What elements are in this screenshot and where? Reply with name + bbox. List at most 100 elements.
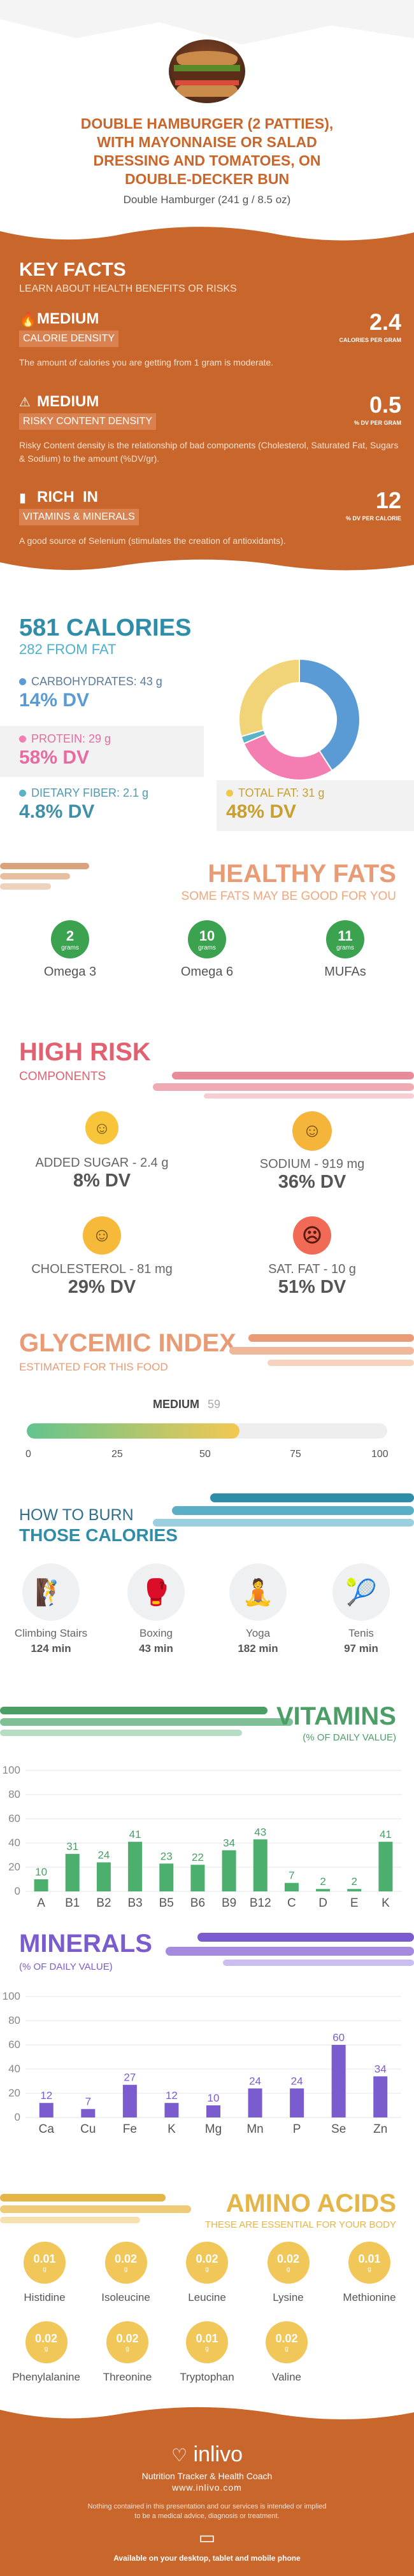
fat-omega6: 10 grams Omega 6 xyxy=(172,920,242,979)
bar-K xyxy=(378,1842,393,1891)
fact-level: MEDIUM xyxy=(37,393,99,410)
amino-lysine: 0.02 g Lysine xyxy=(250,2242,327,2304)
donut-slice-fat xyxy=(238,658,300,737)
risk-added-sugar: ☺ ADDED SUGAR - 2.4 g 8% DV xyxy=(16,1111,188,1192)
wave-top xyxy=(0,220,414,241)
stripes-decoration xyxy=(0,1707,293,1736)
donut-slice-protein xyxy=(243,733,333,781)
key-facts-subtitle: LEARN ABOUT HEALTH BENEFITS OR RISKS xyxy=(19,283,237,294)
vitamins-bar-chart: 02040608010010A31B124B241B323B522B634B94… xyxy=(3,1764,401,1910)
fat-omega3: 2 grams Omega 3 xyxy=(35,920,105,979)
title-line: WITH MAYONNAISE OR SALAD xyxy=(97,134,317,150)
nutrient-carbs: CARBOHYDRATES: 43 g 14% DV xyxy=(19,675,210,711)
high-risk-title: HIGH RISK xyxy=(19,1038,151,1066)
bar-Ca xyxy=(39,2103,54,2117)
yoga-icon: 🧘 xyxy=(229,1563,287,1621)
amino-badge: 0.02 g xyxy=(186,2242,228,2284)
bar-value-label: 10 xyxy=(208,2092,220,2104)
stairs-icon: 🧗 xyxy=(22,1563,80,1621)
smiley-icon: ☺ xyxy=(83,1216,121,1255)
amino-label: Histidine xyxy=(24,2291,66,2303)
healthy-fats-subtitle: SOME FATS MAY BE GOOD FOR YOU xyxy=(181,890,396,903)
fact-desc: A good source of Selenium (stimulates th… xyxy=(19,536,286,546)
amino-row-1: 0.01 g Histidine 0.02 g Isoleucine 0.02 g L… xyxy=(6,2242,408,2304)
y-tick-label: 0 xyxy=(15,1885,20,1897)
glycemic-subtitle: ESTIMATED FOR THIS FOOD xyxy=(19,1361,168,1373)
fat-dot xyxy=(226,790,233,797)
category-label: B1 xyxy=(65,1896,80,1910)
amino-unit: g xyxy=(205,2266,209,2273)
bar-value-label: 12 xyxy=(166,2089,178,2102)
high-risk-subtitle: COMPONENTS xyxy=(19,1070,106,1083)
amino-label: Leucine xyxy=(188,2291,226,2303)
wave-top xyxy=(0,2401,414,2419)
bar-value-label: 41 xyxy=(129,1828,141,1840)
bar-A xyxy=(34,1879,48,1891)
devices-icon: ▭ xyxy=(198,2528,216,2547)
amino-badge: 0.02 g xyxy=(266,2321,308,2363)
fat-badge: 11 grams xyxy=(326,920,364,958)
bar-D xyxy=(316,1889,331,1891)
high-risk-section: HIGH RISK COMPONENTS ☺ ADDED SUGAR - 2.4… xyxy=(0,1022,414,1315)
glycemic-section: GLYCEMIC INDEX ESTIMATED FOR THIS FOOD M… xyxy=(0,1315,414,1487)
heart-icon: ♡ xyxy=(171,2445,188,2465)
amino-label: Tryptophan xyxy=(180,2371,234,2383)
burn-time: 124 min xyxy=(31,1642,71,1654)
amino-unit: g xyxy=(125,2345,129,2352)
amino-unit: g xyxy=(286,2266,290,2273)
category-label: D xyxy=(318,1896,327,1910)
burn-time: 43 min xyxy=(139,1642,173,1654)
bar-value-label: 10 xyxy=(35,1866,47,1878)
burn-time: 97 min xyxy=(344,1642,378,1654)
minerals-subtitle: (% OF DAILY VALUE) xyxy=(19,1961,113,1972)
bar-C xyxy=(284,1882,299,1891)
risk-label: ADDED SUGAR - 2.4 g xyxy=(35,1156,169,1170)
amino-section: AMINO ACIDS THESE ARE ESSENTIAL FOR YOUR… xyxy=(0,2165,414,2401)
fact-value: 0.5 xyxy=(369,392,401,418)
bar-Se xyxy=(331,2045,346,2117)
stripes-decoration xyxy=(166,1933,414,1966)
burn-label: Boxing xyxy=(139,1627,173,1639)
header-decoration xyxy=(0,0,414,45)
brand-url[interactable]: www.inlivo.com xyxy=(172,2482,242,2493)
fact-calorie-density: 🔥 MEDIUM CALORIE DENSITY 2.4 CALORIES PE… xyxy=(19,309,401,385)
bar-value-label: 24 xyxy=(249,2075,261,2087)
amino-value: 0.02 xyxy=(276,2252,300,2265)
fat-value: 2 xyxy=(66,927,75,944)
nutrient-fiber: DIETARY FIBER: 2.1 g 4.8% DV xyxy=(19,786,210,823)
brand-logo[interactable]: ♡ inlivo xyxy=(0,2442,414,2467)
fat-label: MUFAs xyxy=(324,965,366,979)
glycemic-tick: 0 xyxy=(25,1449,31,1460)
amino-unit: g xyxy=(124,2266,128,2273)
amino-unit: g xyxy=(368,2266,371,2273)
bar-B5 xyxy=(159,1863,174,1891)
fact-desc: Risky Content density is the relationshi… xyxy=(19,440,399,464)
amino-isoleucine: 0.02 g Isoleucine xyxy=(88,2242,164,2304)
glycemic-title: GLYCEMIC INDEX xyxy=(19,1329,236,1357)
fact-value: 12 xyxy=(375,487,401,513)
fat-badge: 2 grams xyxy=(51,920,89,958)
nutrient-dv: 48% DV xyxy=(226,801,297,822)
fact-desc: The amount of calories you are getting f… xyxy=(19,357,274,367)
bar-Zn xyxy=(373,2076,388,2117)
amino-label: Lysine xyxy=(273,2291,304,2303)
bar-B2 xyxy=(96,1862,111,1891)
burn-title-1: HOW TO BURN xyxy=(19,1506,134,1524)
amino-subtitle: THESE ARE ESSENTIAL FOR YOUR BODY xyxy=(204,2219,396,2230)
bar-value-label: 43 xyxy=(254,1826,266,1838)
amino-value: 0.02 xyxy=(196,2252,218,2265)
vitamins-section: VITAMINS (% OF DAILY VALUE) 0 20 40 60 80 100… xyxy=(0,1678,414,1923)
smiley-icon: ☺ xyxy=(292,1111,332,1151)
amino-badge: 0.02 g xyxy=(25,2321,68,2363)
bar-B1 xyxy=(65,1854,80,1891)
bar-B6 xyxy=(190,1865,205,1891)
y-tick-label: 80 xyxy=(8,2014,20,2026)
food-photo xyxy=(169,39,245,103)
serving-subtitle: Double Hamburger (241 g / 8.5 oz) xyxy=(123,194,291,206)
minerals-title: MINERALS xyxy=(19,1930,152,1958)
amino-unit: g xyxy=(285,2345,289,2352)
risk-cholesterol: ☺ CHOLESTEROL - 81 mg 29% DV xyxy=(16,1216,188,1298)
bar-P xyxy=(290,2088,304,2117)
amino-leucine: 0.02 g Leucine xyxy=(169,2242,245,2304)
bar-value-label: 27 xyxy=(124,2072,136,2084)
